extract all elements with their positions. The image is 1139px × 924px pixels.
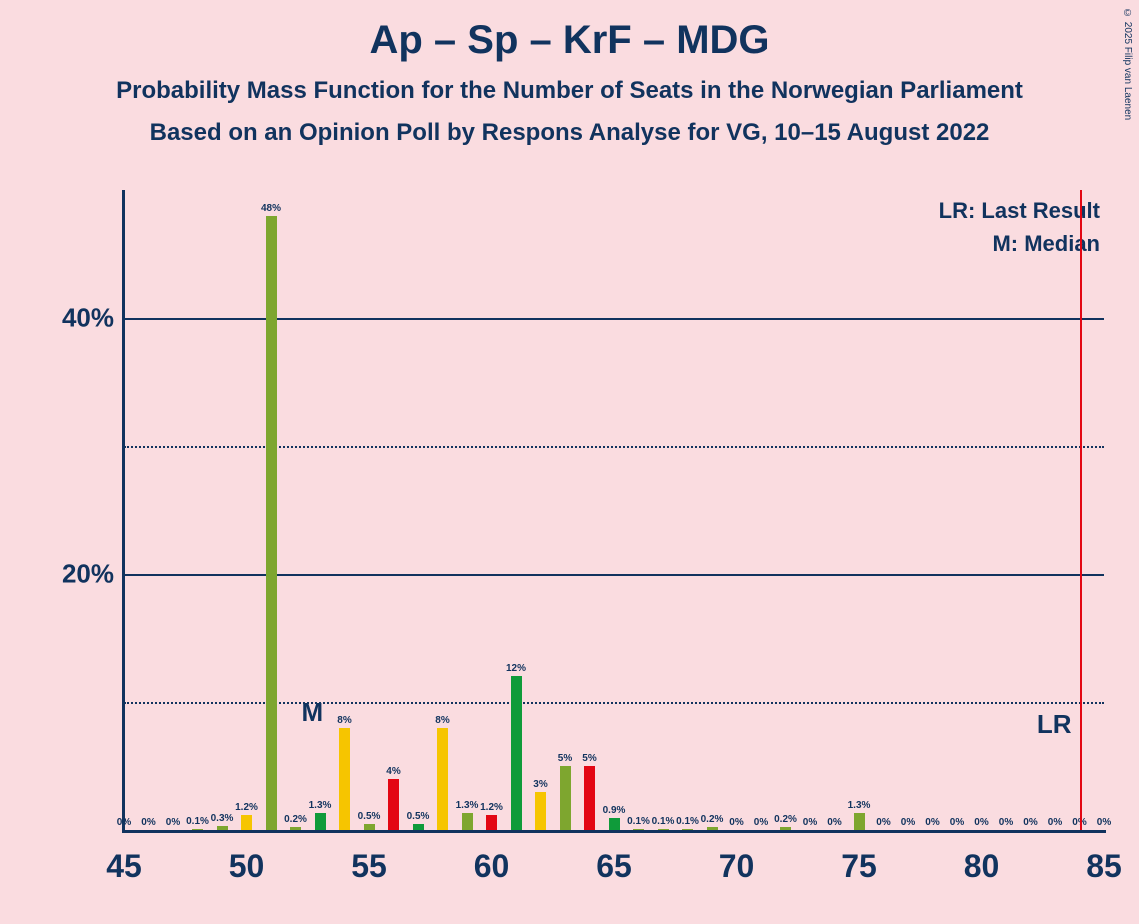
chart-plot-area: LR: Last Result M: Median 20%40%45505560…: [124, 190, 1104, 830]
bar-value-label: 0%: [1048, 817, 1062, 830]
bar-value-label: 0%: [141, 817, 155, 830]
bar-value-label: 0%: [901, 817, 915, 830]
x-tick-label: 80: [964, 830, 1000, 885]
copyright-text: © 2025 Filip van Laenen: [1122, 8, 1133, 120]
bar: 5%: [584, 766, 595, 830]
x-tick-label: 75: [841, 830, 877, 885]
bar: 3%: [535, 792, 546, 830]
bar: 1.3%: [854, 813, 865, 830]
median-label: M: [302, 697, 324, 728]
y-axis: [122, 190, 125, 830]
bar-value-label: 4%: [386, 766, 400, 779]
bar-value-label: 0.3%: [211, 813, 234, 826]
bar-value-label: 8%: [337, 715, 351, 728]
bar: 1.2%: [241, 815, 252, 830]
bar-value-label: 0%: [729, 817, 743, 830]
bar-value-label: 0%: [754, 817, 768, 830]
bar: 0.2%: [707, 827, 718, 830]
bar: 4%: [388, 779, 399, 830]
bar-value-label: 1.3%: [456, 800, 479, 813]
bar: 5%: [560, 766, 571, 830]
bar-value-label: 0%: [166, 817, 180, 830]
x-tick-label: 70: [719, 830, 755, 885]
bar: 0.2%: [780, 827, 791, 830]
bar-value-label: 1.2%: [480, 802, 503, 815]
bar-value-label: 3%: [533, 779, 547, 792]
bar: 0.1%: [658, 829, 669, 830]
bar-value-label: 0%: [950, 817, 964, 830]
bar: 0.5%: [413, 824, 424, 830]
chart-subtitle-1: Probability Mass Function for the Number…: [0, 63, 1139, 105]
bar-value-label: 8%: [435, 715, 449, 728]
bar-value-label: 0.5%: [407, 811, 430, 824]
bar-value-label: 0.2%: [701, 814, 724, 827]
bar-value-label: 1.3%: [848, 800, 871, 813]
last-result-label: LR: [1037, 709, 1072, 740]
bar-value-label: 0%: [876, 817, 890, 830]
bar-value-label: 0%: [1023, 817, 1037, 830]
y-tick-label: 20%: [62, 559, 124, 590]
bar-value-label: 0.1%: [627, 816, 650, 829]
bar-value-label: 5%: [582, 753, 596, 766]
bar: 0.1%: [682, 829, 693, 830]
bar: 0.9%: [609, 818, 620, 830]
bar-value-label: 0%: [803, 817, 817, 830]
legend-m: M: Median: [939, 227, 1100, 260]
chart-legend: LR: Last Result M: Median: [939, 194, 1100, 260]
bar-value-label: 0%: [974, 817, 988, 830]
legend-lr: LR: Last Result: [939, 194, 1100, 227]
bar: 1.3%: [315, 813, 326, 830]
bar: 0.2%: [290, 827, 301, 830]
bar: 1.2%: [486, 815, 497, 830]
bar: 48%: [266, 216, 277, 830]
bar-value-label: 0.2%: [774, 814, 797, 827]
bar: 12%: [511, 676, 522, 830]
y-tick-label: 40%: [62, 303, 124, 334]
bar: 0.1%: [633, 829, 644, 830]
bar-value-label: 0%: [117, 817, 131, 830]
bar-value-label: 0.1%: [676, 816, 699, 829]
bar-value-label: 0%: [925, 817, 939, 830]
bar: 0.1%: [192, 829, 203, 830]
bar: 1.3%: [462, 813, 473, 830]
bar-value-label: 0.1%: [652, 816, 675, 829]
bar-value-label: 5%: [558, 753, 572, 766]
bar-value-label: 0%: [1097, 817, 1111, 830]
bar-value-label: 1.3%: [309, 800, 332, 813]
x-tick-label: 45: [106, 830, 142, 885]
last-result-line: [1080, 190, 1082, 830]
bar-value-label: 48%: [261, 203, 281, 216]
bar: 0.3%: [217, 826, 228, 830]
x-tick-label: 55: [351, 830, 387, 885]
bar-value-label: 0.9%: [603, 805, 626, 818]
bar-value-label: 0.2%: [284, 814, 307, 827]
chart-subtitle-2: Based on an Opinion Poll by Respons Anal…: [0, 105, 1139, 147]
bar-value-label: 1.2%: [235, 802, 258, 815]
x-tick-label: 50: [229, 830, 265, 885]
bar: 0.5%: [364, 824, 375, 830]
bar-value-label: 12%: [506, 663, 526, 676]
x-tick-label: 85: [1086, 830, 1122, 885]
x-tick-label: 60: [474, 830, 510, 885]
bar-value-label: 0%: [827, 817, 841, 830]
x-tick-label: 65: [596, 830, 632, 885]
chart-title: Ap – Sp – KrF – MDG: [0, 0, 1139, 63]
bar-value-label: 0.5%: [358, 811, 381, 824]
bar-value-label: 0.1%: [186, 816, 209, 829]
bar-value-label: 0%: [999, 817, 1013, 830]
bar: 8%: [437, 728, 448, 830]
bar: 8%: [339, 728, 350, 830]
